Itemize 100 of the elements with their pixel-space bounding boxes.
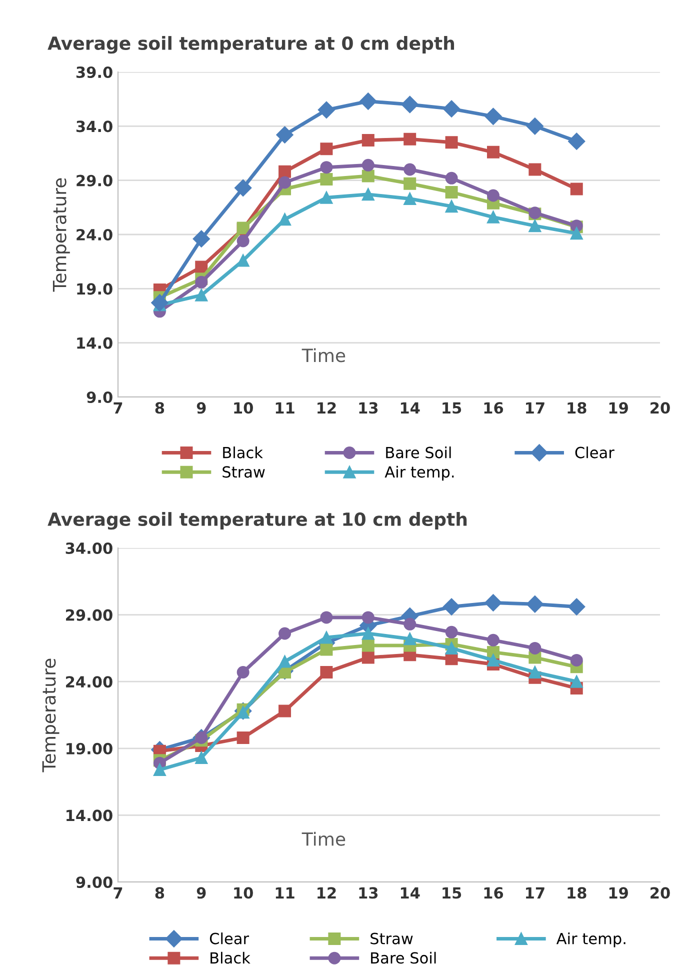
x-tick-label: 15 — [442, 402, 462, 414]
legend-label: Straw — [222, 466, 265, 478]
y-tick-label: 39.0 — [76, 66, 112, 78]
point — [486, 146, 500, 158]
y-tick-label: 14.00 — [66, 810, 112, 822]
point — [320, 142, 333, 156]
x-tick-label: 11 — [276, 887, 294, 898]
legend-label: Clear — [210, 932, 250, 944]
point — [486, 210, 500, 224]
x-tick-label: 14 — [400, 887, 420, 898]
x-tick-label: 12 — [318, 402, 336, 414]
point — [528, 220, 542, 232]
x-tick-label: 20 — [650, 887, 670, 899]
point — [570, 654, 583, 666]
y-tick-label: 24.0 — [76, 228, 112, 241]
point — [404, 632, 416, 646]
x-tick-label: 9 — [196, 402, 206, 414]
point — [320, 161, 333, 174]
point — [362, 188, 374, 201]
legend-label: Clear — [575, 446, 614, 458]
point — [486, 189, 500, 202]
point — [528, 163, 542, 176]
y-tick-label: 29.00 — [66, 609, 112, 621]
legend-label: Bare Soil — [371, 952, 436, 964]
y-tick-label: 34.0 — [76, 120, 112, 132]
x-tick-label: 7 — [114, 402, 122, 414]
y-tick-label: 9.00 — [76, 876, 112, 888]
point — [318, 101, 336, 118]
point — [278, 176, 292, 189]
point — [195, 288, 208, 302]
point — [404, 132, 416, 146]
x-tick-label: 17 — [526, 402, 544, 414]
point — [404, 618, 416, 630]
point — [362, 170, 374, 182]
x-tick-label: 7 — [114, 887, 122, 898]
point — [151, 294, 168, 312]
x-tick-label: 8 — [155, 887, 164, 899]
point — [362, 134, 374, 146]
point — [278, 704, 292, 718]
point — [360, 92, 377, 110]
point — [445, 200, 458, 213]
point — [320, 631, 333, 644]
point — [445, 626, 458, 638]
y-axis-title: Temperature — [42, 658, 60, 772]
point — [404, 177, 416, 190]
point — [278, 655, 292, 668]
x-axis-title: Time — [302, 348, 346, 362]
point — [484, 108, 502, 125]
point — [195, 752, 208, 764]
point — [570, 675, 583, 688]
x-tick-label: 13 — [359, 887, 378, 899]
point — [568, 132, 586, 150]
point — [278, 627, 292, 640]
y-tick-label: 24.00 — [66, 676, 112, 688]
point — [236, 254, 250, 267]
point — [486, 634, 500, 646]
chart-title: Average soil temperature at 0 cm depth — [48, 36, 454, 54]
x-tick-label: 19 — [609, 402, 628, 414]
point — [526, 118, 544, 135]
y-tick-label: 19.0 — [77, 283, 112, 295]
point — [153, 764, 166, 776]
point — [442, 598, 460, 616]
point — [442, 100, 460, 118]
x-tick-label: 14 — [400, 402, 420, 414]
point — [362, 158, 374, 172]
legend-label: Black — [223, 446, 263, 458]
y-tick-label: 19.00 — [66, 742, 112, 754]
x-tick-label: 13 — [359, 402, 378, 414]
x-tick-label: 16 — [484, 887, 504, 899]
point — [404, 192, 416, 205]
point — [486, 654, 500, 666]
x-tick-label: 18 — [568, 887, 586, 899]
point — [401, 96, 418, 114]
point — [320, 666, 333, 678]
y-tick-label: 29.0 — [76, 174, 112, 186]
point — [568, 598, 586, 616]
point — [278, 213, 292, 226]
point — [320, 611, 333, 624]
chart-title: Average soil temperature at 10 cm depth — [48, 512, 467, 530]
point — [484, 594, 502, 612]
point — [278, 165, 292, 178]
point — [195, 276, 208, 288]
point — [526, 596, 544, 613]
point — [192, 230, 210, 248]
x-tick-label: 10 — [234, 402, 253, 414]
legend-label: Air temp. — [384, 466, 454, 481]
point — [276, 126, 294, 144]
legend-label: Bare Soil — [386, 446, 451, 458]
x-tick-label: 15 — [442, 887, 462, 899]
x-tick-label: 18 — [568, 402, 586, 414]
y-tick-label: 34.00 — [66, 542, 112, 554]
point — [320, 173, 333, 186]
point — [362, 651, 374, 664]
point — [236, 666, 250, 678]
point — [362, 611, 374, 624]
x-tick-label: 9 — [196, 887, 206, 899]
point — [528, 666, 542, 678]
point — [404, 163, 416, 176]
point — [570, 227, 583, 240]
point — [195, 731, 208, 744]
